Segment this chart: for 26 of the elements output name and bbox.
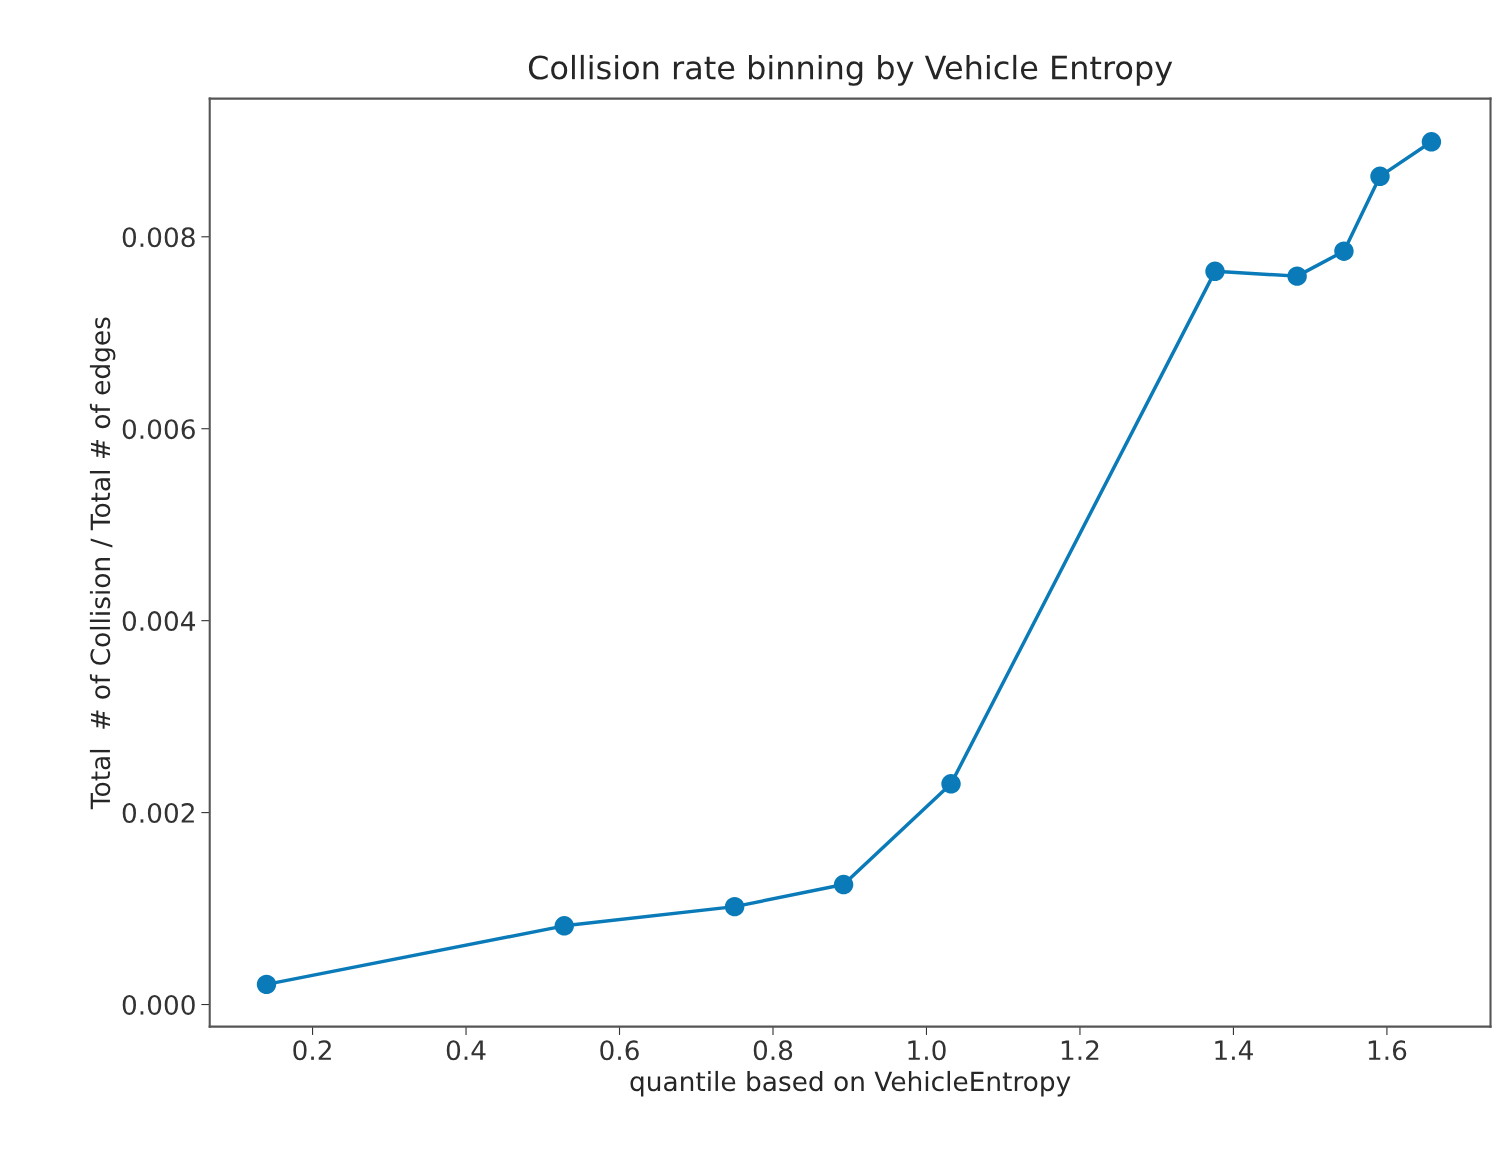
x-tick-label: 1.0 (908, 1040, 946, 1061)
x-tick-label: 0.8 (753, 1040, 793, 1061)
point (1421, 132, 1442, 152)
x-axis-title: quantile based on VehicleEntropy (630, 1070, 1071, 1097)
point (941, 774, 961, 794)
point (833, 874, 854, 895)
y-tick-label: 0.004 (122, 611, 196, 632)
point (554, 916, 574, 936)
y-tick-label: 0.006 (122, 419, 195, 440)
x-tick-label: 1.6 (1368, 1040, 1407, 1061)
x-tick-label: 0.2 (293, 1040, 331, 1061)
x-tick-label: 0.6 (600, 1040, 639, 1061)
chart-title: Collision rate binning by Vehicle Entropy (528, 54, 1173, 86)
y-tick-label: 0.008 (122, 227, 195, 248)
y-tick-label: 0.000 (122, 994, 195, 1015)
point (256, 974, 277, 995)
point (1287, 266, 1307, 286)
point (1370, 166, 1390, 187)
x-tick-label: 1.2 (1061, 1040, 1099, 1060)
point (1334, 241, 1354, 261)
point (1205, 261, 1225, 282)
point (724, 896, 745, 917)
x-tick-label: 1.4 (1215, 1040, 1253, 1060)
y-axis-title: Total # of Collision / Total # of edges (89, 317, 116, 810)
y-tick-label: 0.002 (122, 803, 194, 823)
x-tick-label: 0.4 (446, 1040, 486, 1061)
